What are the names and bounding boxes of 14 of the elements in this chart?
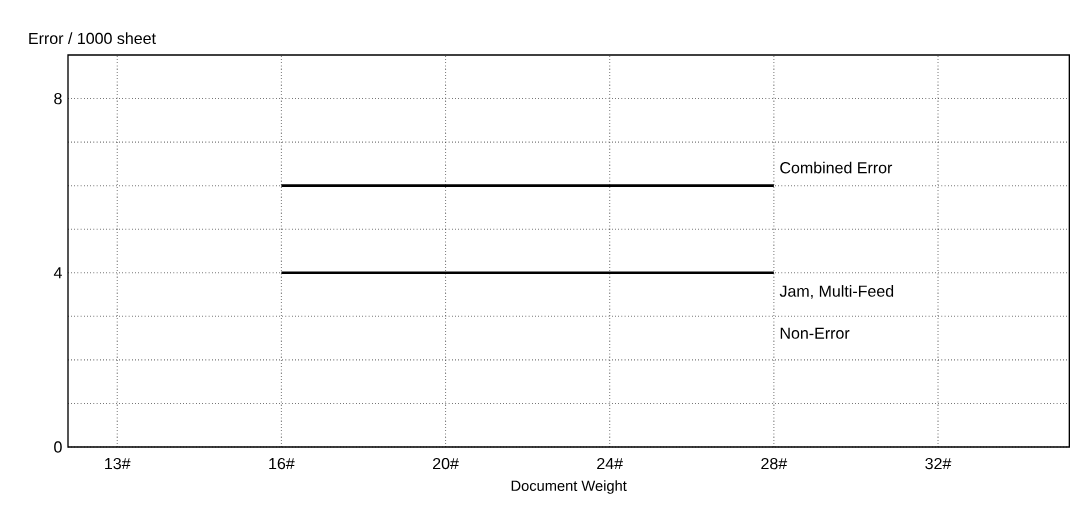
x-tick-label: 13# — [105, 457, 131, 470]
x-axis-title: Document Weight — [511, 480, 627, 494]
x-tick-label: 28# — [761, 457, 788, 470]
x-tick-label: 16# — [269, 457, 295, 470]
y-tick-label: 4 — [53, 267, 62, 279]
y-axis-title: Error / 1000 sheet — [29, 32, 156, 45]
x-tick-label: 24# — [597, 457, 623, 470]
x-tick-label: 32# — [925, 457, 952, 470]
annotation: Combined Error — [780, 161, 893, 174]
annotation: Non-Error — [780, 327, 850, 339]
annotation: Jam, Multi-Feed — [779, 285, 894, 299]
y-tick-label: 0 — [54, 441, 62, 453]
x-tick-label: 20# — [433, 457, 459, 470]
y-tick-label: 8 — [54, 92, 62, 105]
